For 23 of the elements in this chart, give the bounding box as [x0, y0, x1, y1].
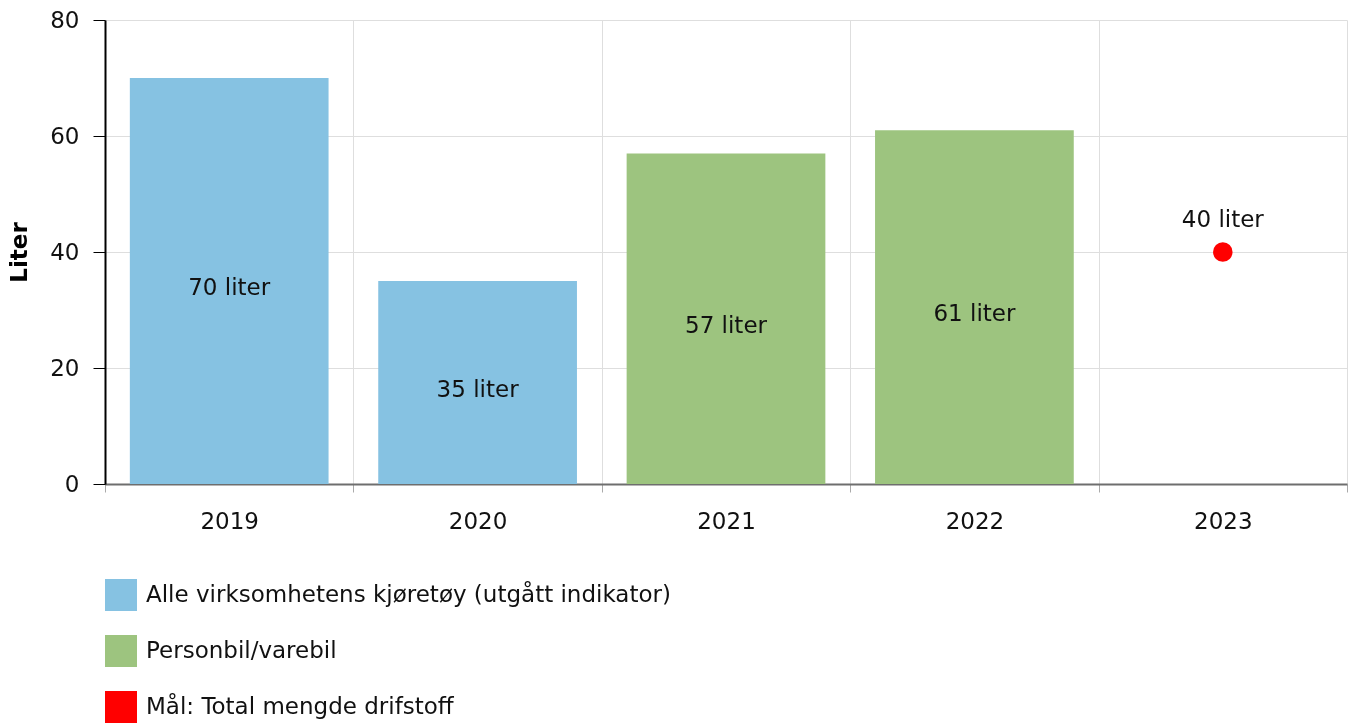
x-tick-label: 2021: [697, 507, 756, 534]
x-tick-label: 2022: [945, 507, 1005, 534]
data-label: 61 liter: [933, 300, 1016, 327]
bar: [378, 281, 577, 484]
y-tick-label: 80: [50, 6, 80, 33]
legend-label: Personbil/varebil: [146, 637, 337, 663]
data-label: 57 liter: [685, 311, 768, 338]
y-tick-label: 0: [64, 470, 80, 497]
y-axis-title: Liter: [6, 221, 33, 283]
data-label: 70 liter: [188, 274, 271, 300]
data-label: 35 liter: [436, 375, 520, 402]
x-tick-label: 2023: [1194, 507, 1253, 534]
x-tick-label: 2019: [200, 507, 259, 534]
y-tick-label: 20: [50, 354, 80, 381]
legend-label: Mål: Total mengde drifstoff: [146, 692, 455, 719]
bar: [129, 78, 329, 484]
y-tick-label: 40: [50, 238, 80, 265]
bar: [875, 130, 1074, 484]
y-tick-label: 60: [50, 122, 80, 149]
bar: [626, 153, 826, 484]
x-tick-label: 2020: [448, 507, 508, 534]
legend-label: Alle virksomhetens kjøretøy (utgått indikator): [146, 580, 671, 607]
data-label: 40 liter: [1181, 206, 1265, 232]
